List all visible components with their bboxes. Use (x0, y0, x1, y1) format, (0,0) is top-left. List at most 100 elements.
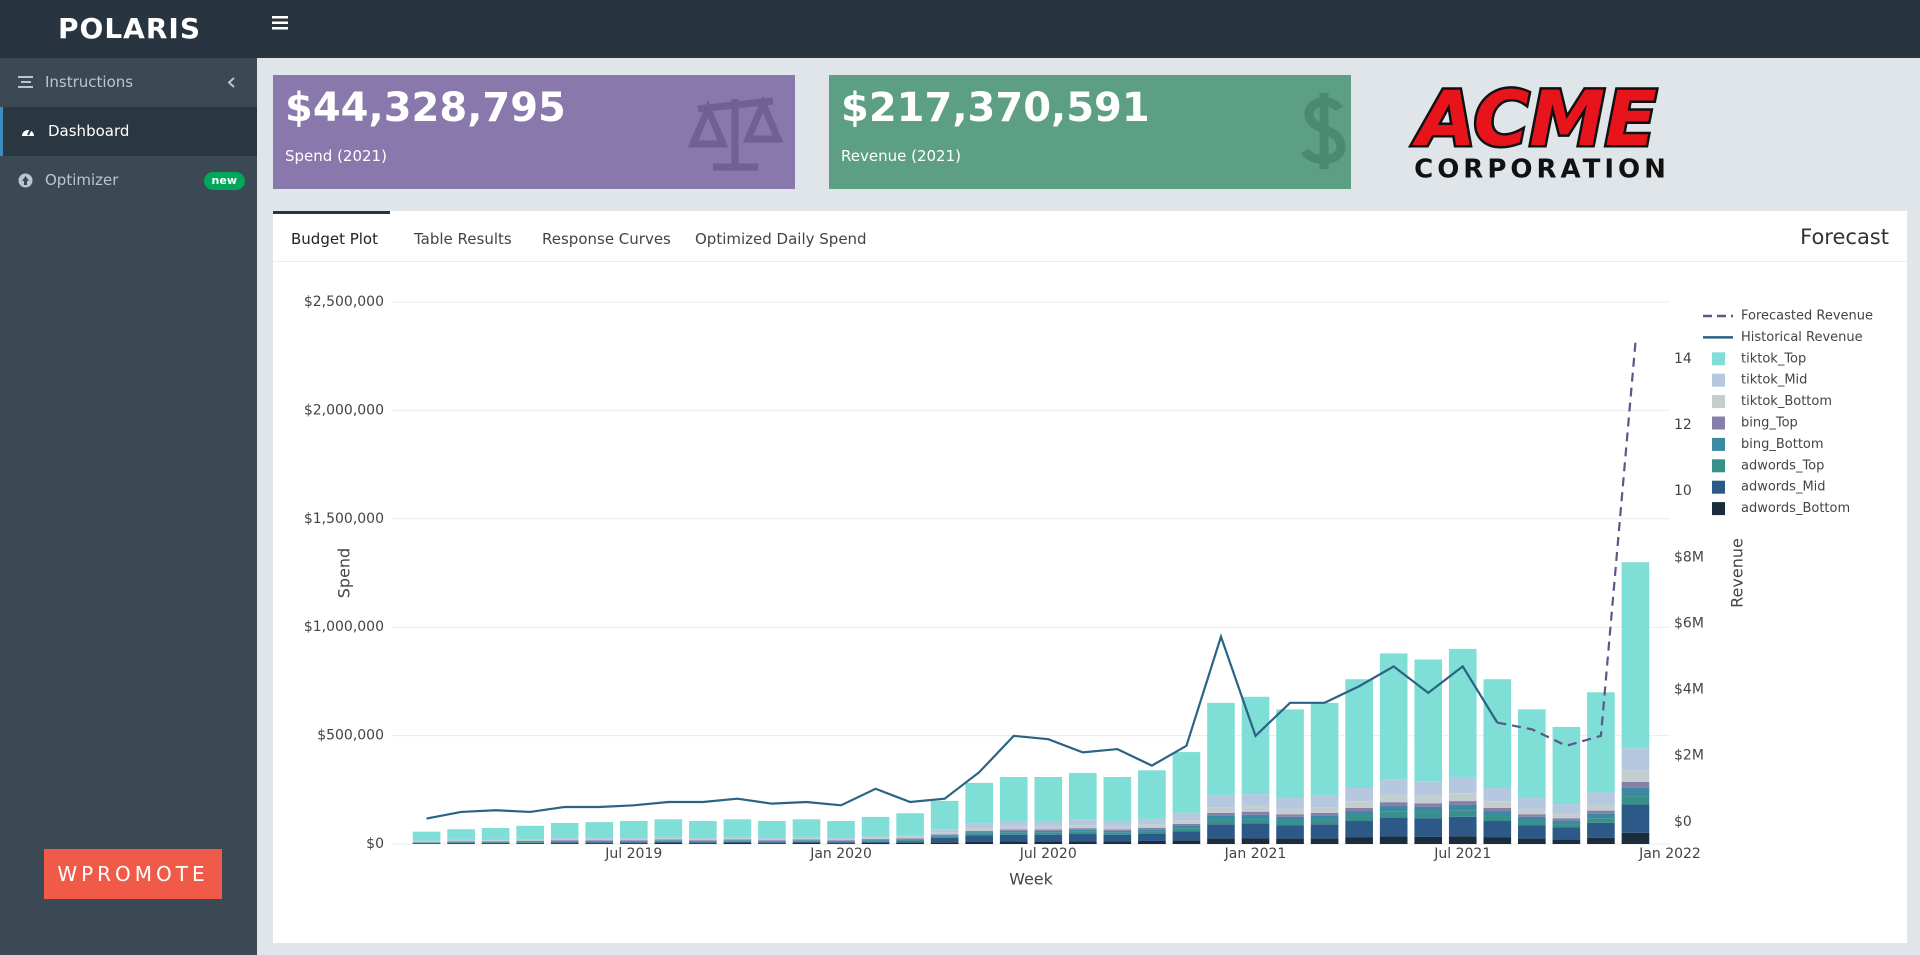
bar-segment (1621, 804, 1650, 833)
bar-segment (1552, 813, 1581, 819)
nav-item[interactable]: Instructions (0, 58, 257, 107)
bar-segment (1276, 816, 1304, 822)
bar-segment (1448, 801, 1477, 805)
bar-segment (1276, 838, 1304, 844)
bar-segment (1207, 812, 1235, 816)
bar-segment (447, 842, 475, 843)
menu-toggle[interactable] (272, 16, 288, 30)
card-title: Forecast (1800, 225, 1889, 249)
bar-segment (1483, 816, 1512, 822)
bar-segment (1276, 798, 1304, 809)
bar-segment (1241, 819, 1270, 824)
bar-segment (654, 840, 683, 842)
bar-segment (1379, 802, 1408, 807)
legend-swatch (1712, 437, 1725, 451)
bar-segment (1310, 819, 1339, 825)
bar-segment (1034, 832, 1063, 835)
tab[interactable]: Response Curves (542, 230, 671, 248)
bar-segment (1345, 788, 1373, 802)
spend-box: $44,328,795 Spend (2021) (273, 75, 795, 189)
bar-segment (1068, 825, 1097, 829)
bar-segment (1172, 831, 1201, 841)
y2-tick-label: $8M (1674, 549, 1704, 565)
bar-segment (792, 838, 821, 840)
bar-segment (1310, 795, 1339, 808)
bar-segment (861, 839, 890, 840)
bar-segment (1241, 838, 1270, 844)
tab[interactable]: Table Results (414, 230, 512, 248)
bar-segment (930, 834, 959, 836)
bar-segment (481, 842, 510, 843)
bar-segment (999, 841, 1028, 844)
bar-segment (758, 840, 786, 842)
bar-segment (1518, 821, 1546, 826)
sidebar: Instructions Dashboard Optimizer new (0, 58, 257, 955)
nav-item[interactable]: Dashboard (0, 107, 257, 156)
bar-segment (1518, 808, 1546, 815)
bar-segment (1103, 777, 1132, 822)
bar-segment (619, 821, 648, 838)
bar-segment (1345, 837, 1373, 844)
bar-segment (1414, 812, 1443, 819)
bar-segment (1241, 823, 1270, 839)
bar-segment (1552, 804, 1581, 814)
nav-item[interactable]: Optimizer new (0, 156, 257, 205)
bar-segment (930, 842, 959, 844)
brand: POLARIS (58, 12, 201, 45)
legend-label: tiktok_Top (1741, 351, 1806, 366)
y2-tick-label: 12 (1674, 417, 1692, 433)
bar-segment (619, 843, 648, 844)
bar-segment (1621, 748, 1650, 771)
bar-segment (1483, 801, 1512, 808)
bar-segment (481, 839, 510, 841)
bar-segment (1587, 792, 1615, 805)
bar-segment (1414, 795, 1443, 804)
bar-segment (896, 842, 924, 844)
bar-segment (896, 813, 924, 836)
bar-segment (965, 835, 994, 842)
bar-segment (1379, 794, 1408, 803)
bar-segment (723, 840, 752, 841)
wpromote-button[interactable]: WPROMOTE (44, 849, 222, 899)
bar-segment (516, 839, 544, 841)
tab-card: Budget Plot Table Results Response Curve… (273, 211, 1907, 943)
tab[interactable]: Budget Plot (291, 230, 378, 248)
y-tick-label: $0 (366, 836, 384, 852)
bar-segment (585, 840, 614, 841)
bar-segment (1103, 821, 1132, 827)
bar-segment (1552, 726, 1581, 805)
bar-segment (550, 843, 579, 844)
bar-segment (550, 839, 579, 841)
y2-tick-label: $2M (1674, 748, 1704, 764)
bar-segment (1138, 827, 1166, 830)
bar-segment (1414, 836, 1443, 844)
bar-segment (1587, 813, 1615, 819)
bar-segment (1587, 837, 1615, 844)
bar-segment (1414, 659, 1443, 782)
bar-segment (516, 842, 544, 844)
legend-label: bing_Top (1741, 416, 1798, 431)
bar-segment (1276, 814, 1304, 817)
bar-segment (654, 842, 683, 844)
bar-segment (965, 828, 994, 831)
bar-segment (1241, 805, 1270, 812)
bar-segment (861, 841, 890, 843)
acme-logo: ACME CORPORATION (1410, 78, 1666, 185)
tab[interactable]: Optimized Daily Spend (695, 230, 867, 248)
bar-segment (1103, 830, 1132, 833)
bar-segment (1241, 794, 1270, 806)
bar-segment (1587, 804, 1615, 811)
bar-segment (1448, 804, 1477, 811)
bar-segment (1241, 814, 1270, 820)
bar-segment (930, 832, 959, 835)
legend-swatch (1712, 395, 1725, 409)
bar-segment (1379, 811, 1408, 818)
bar-segment (896, 839, 924, 841)
bar-segment (792, 836, 821, 839)
chart: $0 $500,000 $1,000,000 $1,500,000 $2,000,000… (304, 294, 1873, 889)
bar-segment (619, 840, 648, 841)
y-axis-title: Spend (335, 548, 354, 598)
legend-label: Historical Revenue (1741, 330, 1863, 345)
bar-segment (1310, 807, 1339, 813)
bar-segment (965, 782, 994, 824)
